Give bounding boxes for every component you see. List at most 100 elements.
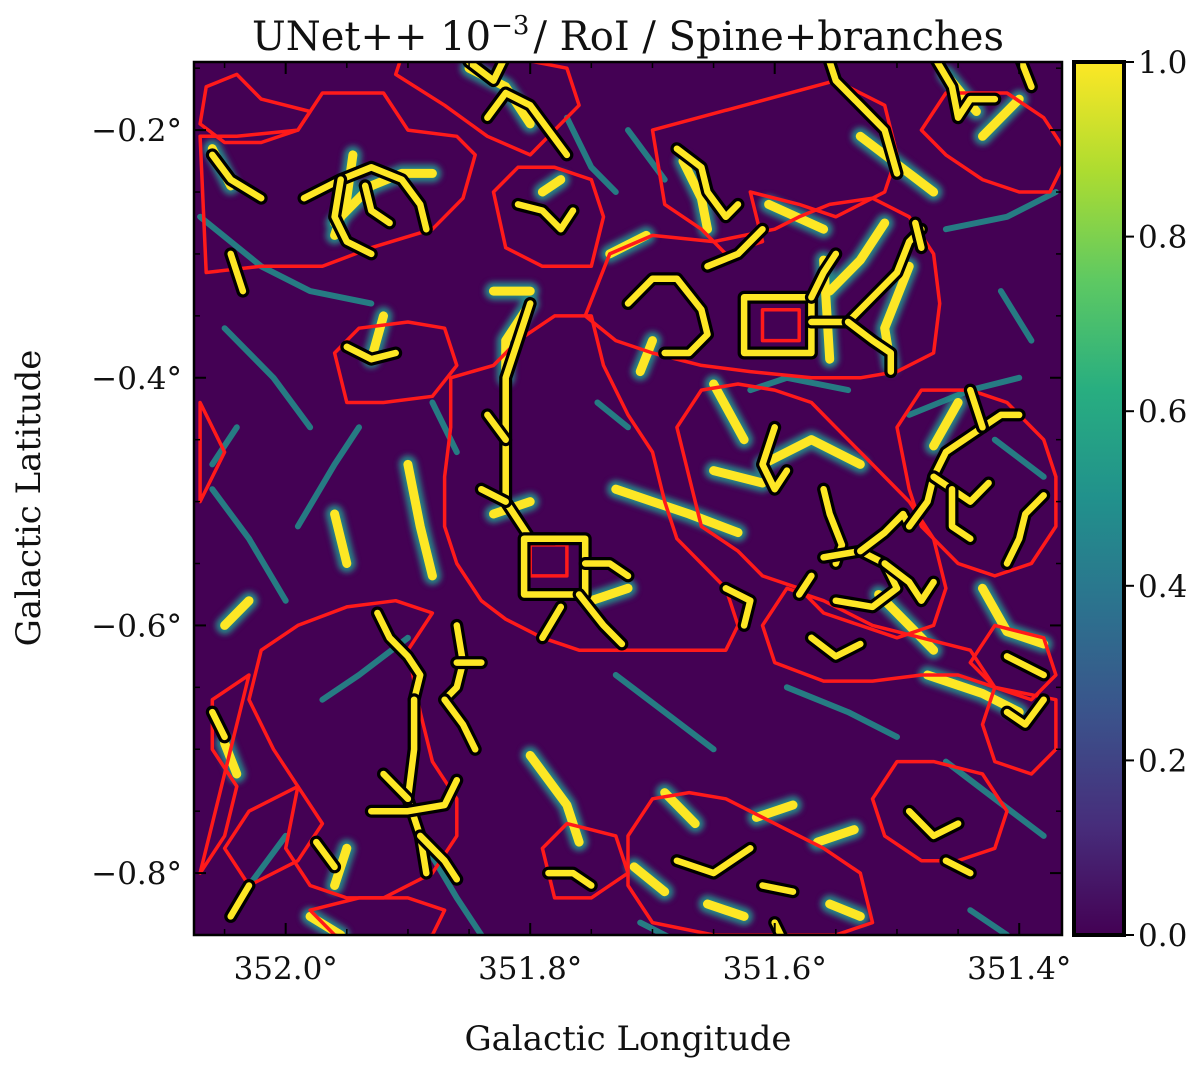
roi-contour-4 (650, 78, 899, 256)
spine-branches-layer (205, 62, 1051, 959)
plot-frame (192, 60, 1064, 937)
spine-core-24 (581, 560, 632, 580)
spine-51 (309, 835, 342, 874)
faint-filament-11 (991, 436, 1047, 480)
y-tick-label-2: −0.6° (91, 608, 182, 644)
spine-core-30 (795, 572, 815, 598)
bright-filament-30 (629, 862, 670, 897)
spine-58 (756, 879, 800, 899)
y-tick-label-3: −0.8° (91, 856, 182, 892)
roi-contour-1 (198, 91, 477, 275)
spine-59 (902, 804, 965, 843)
spine-core-56 (673, 845, 754, 877)
spine-3 (358, 179, 397, 230)
faint-filament-1 (221, 325, 314, 431)
spine-46 (438, 693, 482, 756)
spine-core-39 (1003, 492, 1047, 567)
bright-filament-29 (525, 750, 584, 847)
bright-filament-layer (207, 63, 1049, 935)
spine-55 (542, 866, 598, 892)
spine-36 (945, 482, 977, 546)
spine-core-12 (624, 275, 711, 357)
spine-core-5 (465, 62, 507, 84)
chart-title: UNet++ 10−3/ RoI / Spine+branches (252, 11, 1004, 60)
y-tick-label-1: −0.4° (91, 361, 182, 397)
faint-filament-9 (747, 374, 852, 394)
roi-contour-5 (583, 196, 942, 380)
spine-core-7 (514, 201, 577, 233)
bright-filament-18 (611, 484, 743, 538)
faint-filament-0 (197, 213, 375, 307)
roi-contour-9 (198, 400, 227, 504)
spine-core-54 (335, 947, 384, 959)
spine-5 (461, 62, 510, 88)
spine-core-41 (1003, 653, 1047, 679)
bright-filament-41 (855, 131, 939, 197)
bright-filament-26 (874, 590, 939, 655)
spine-6 (480, 86, 574, 162)
bright-filament-32 (703, 899, 749, 921)
roi-contour-16 (980, 685, 1058, 776)
spine-18 (908, 216, 928, 255)
spine-24 (578, 557, 635, 583)
spine-core-10 (933, 62, 999, 121)
bright-filament-25 (978, 583, 1049, 649)
spine-48 (364, 773, 464, 818)
spine-core-60 (942, 857, 974, 877)
y-axis-ticks: −0.2° −0.4° −0.6° −0.8° (91, 67, 1062, 892)
spine-53 (224, 879, 256, 923)
spine-60 (939, 854, 977, 880)
x-tick-label-2: 351.6° (723, 951, 827, 987)
spine-4 (224, 247, 250, 298)
x-tick-label-3: 351.4° (967, 951, 1071, 987)
roi-contour-13 (895, 388, 1058, 578)
spine-core-25 (575, 591, 626, 648)
spine-core-38 (967, 386, 986, 431)
bright-filament-24 (929, 398, 963, 451)
roi-contour-21 (626, 790, 875, 935)
roi-contour-22 (870, 759, 1009, 863)
spine-core-37 (979, 411, 1023, 431)
spine-50 (413, 829, 464, 886)
spine-core-3 (361, 182, 393, 227)
bright-filament-12 (978, 94, 1024, 141)
bright-filament-35 (825, 899, 865, 921)
spine-core-14 (740, 294, 815, 357)
spine-0 (205, 148, 268, 205)
colorbar: 0.0 0.2 0.4 0.6 0.8 1.0 (1072, 45, 1187, 954)
colorbar-gradient (1072, 60, 1126, 937)
spine-13 (701, 222, 769, 273)
spine-33 (878, 557, 941, 608)
spine-core-13 (704, 225, 766, 270)
spine-25 (572, 588, 629, 651)
spine-core-59 (905, 807, 962, 840)
spine-43 (370, 606, 427, 707)
bright-filament-34 (813, 825, 859, 847)
faint-filament-18 (246, 832, 289, 889)
bright-filament-7 (678, 156, 712, 234)
spine-core-11 (1018, 62, 1035, 91)
spine-core-35 (930, 473, 992, 505)
spine-34 (902, 420, 989, 533)
roi-contour-8 (332, 320, 459, 405)
roi-contour-layer (198, 62, 1062, 935)
roi-contour-14 (760, 586, 997, 690)
spine-14 (737, 290, 818, 360)
spine-30 (792, 569, 818, 601)
colorbar-tick-label-2: 0.4 (1138, 569, 1187, 605)
colorbar-tick-label-0: 0.0 (1138, 918, 1187, 954)
faint-filament-3 (429, 399, 460, 456)
faint-filament-14 (612, 672, 717, 753)
spine-11 (1014, 62, 1038, 94)
roi-contour-15 (968, 623, 1058, 702)
faint-filament-4 (209, 486, 289, 604)
spine-9 (822, 62, 904, 180)
spine-10 (929, 62, 1002, 125)
faint-filament-8 (594, 399, 631, 431)
spine-core-36 (948, 485, 974, 542)
spine-core-57 (771, 919, 785, 935)
x-tick-label-0: 352.0° (234, 951, 338, 987)
spine-40 (804, 631, 867, 663)
faint-filament-15 (783, 684, 900, 740)
spine-core-44 (441, 622, 467, 703)
